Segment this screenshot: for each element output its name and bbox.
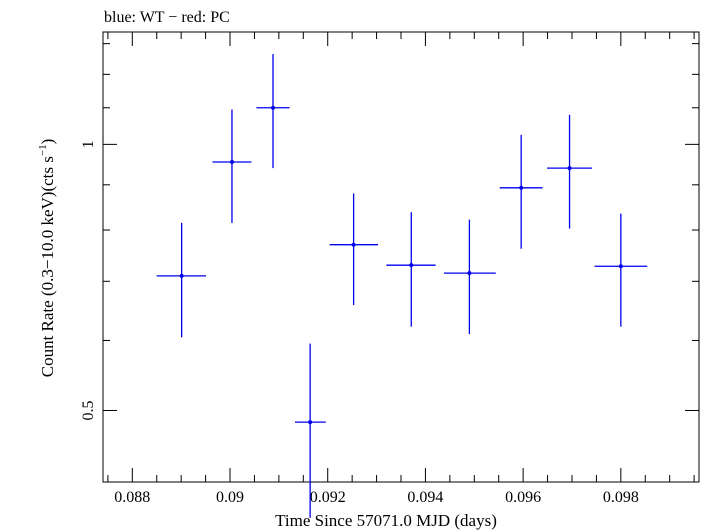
point-marker <box>409 263 414 268</box>
data-point <box>212 109 252 223</box>
x-axis-label: Time Since 57071.0 MJD (days) <box>275 511 497 530</box>
x-tick-label: 0.088 <box>114 489 150 506</box>
y-axis-label-close: ) <box>38 139 57 145</box>
point-marker <box>467 271 472 276</box>
point-marker <box>271 105 276 110</box>
x-tick-label: 0.092 <box>310 489 346 506</box>
point-marker <box>567 166 572 171</box>
point-marker <box>308 420 313 425</box>
data-point <box>386 212 436 327</box>
plot-frame <box>102 31 700 483</box>
data-point <box>256 54 290 169</box>
point-marker <box>618 264 623 269</box>
x-tick-label: 0.096 <box>505 489 541 506</box>
y-tick-label: 0.5 <box>80 400 97 420</box>
x-tick-label: 0.09 <box>216 489 244 506</box>
data-point <box>547 114 593 229</box>
y-axis-label: Count Rate (0.3−10.0 keV)(cts s−1) <box>37 139 57 378</box>
data-point <box>443 219 496 335</box>
y-axis-label-main: Count Rate (0.3−10.0 keV)(cts s <box>38 156 57 377</box>
data-point <box>499 134 543 249</box>
data-series <box>156 54 648 518</box>
data-point <box>294 343 326 518</box>
point-marker <box>179 273 184 278</box>
data-point <box>156 222 207 338</box>
chart-title: blue: WT − red: PC <box>104 9 230 26</box>
point-marker <box>229 160 234 165</box>
y-axis: 0.51 <box>80 43 699 420</box>
point-marker <box>351 242 356 247</box>
x-tick-label: 0.094 <box>407 489 443 506</box>
point-marker <box>519 185 524 190</box>
data-point <box>329 193 379 306</box>
y-tick-label: 1 <box>80 140 97 148</box>
y-axis-label-exponent: −1 <box>37 144 49 156</box>
x-axis: 0.088 0.09 0.092 0.094 0.096 0.098 <box>107 32 695 506</box>
data-point <box>594 213 648 327</box>
x-tick-label: 0.098 <box>603 489 639 506</box>
